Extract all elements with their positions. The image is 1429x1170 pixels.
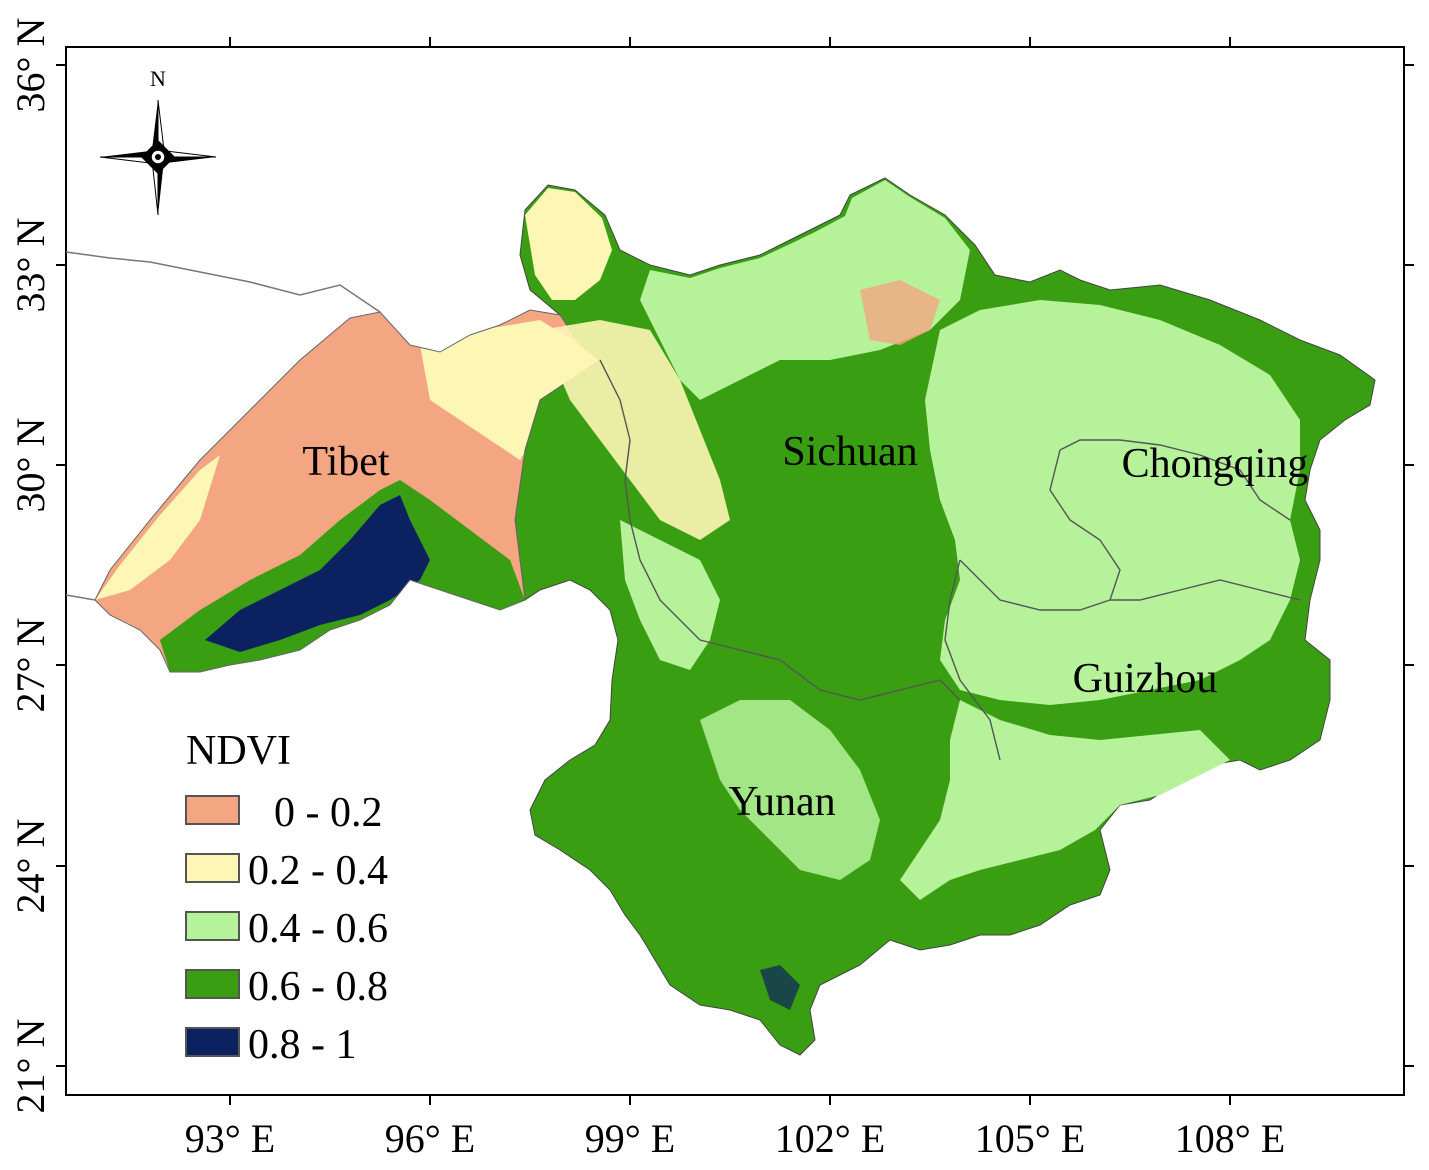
lat-label-27: 27° N [8,618,53,713]
border-line-north [65,251,381,313]
north-arrow: N [99,66,217,216]
north-arrow-label: N [150,66,166,91]
zone-sichuan-basin-light [925,300,1300,705]
legend: NDVI 0 - 0.2 0.2 - 0.4 0.4 - 0.6 0.6 - 0… [185,728,388,1068]
zone-mid-light [620,520,720,670]
legend-swatch-0.6-0.8 [185,969,240,999]
zone-west-sichuan-yellow-2 [540,320,730,540]
lon-label-99: 99° E [585,1116,675,1161]
legend-label-0.4-0.6: 0.4 - 0.6 [248,906,388,952]
region-label-sichuan: Sichuan [782,429,917,475]
legend-label-0-0.2: 0 - 0.2 [274,790,383,836]
lat-label-24: 24° N [8,819,53,914]
region-label-yunan: Yunan [728,779,835,825]
legend-label-0.2-0.4: 0.2 - 0.4 [248,848,388,894]
lon-label-102: 102° E [775,1116,885,1161]
lat-label-36: 36° N [8,18,53,113]
region-label-tibet: Tibet [302,439,389,485]
zone-yunan-patches-light [700,700,880,880]
region-label-chongqing: Chongqing [1122,441,1309,487]
zone-sichuan-pink [860,280,940,345]
map-frame [65,46,1405,1096]
zone-yunan-dark [760,965,800,1010]
region-label-guizhou: Guizhou [1073,656,1218,702]
lon-label-108: 108° E [1175,1116,1285,1161]
legend-label-0.6-0.8: 0.6 - 0.8 [248,964,388,1010]
lon-label-96: 96° E [385,1116,475,1161]
lat-label-33: 33° N [8,218,53,313]
zone-west-sichuan-yellow [525,188,612,300]
legend-title: NDVI [186,728,291,774]
legend-swatch-0.2-0.4 [185,853,240,883]
legend-swatch-0.8-1 [185,1027,240,1057]
legend-swatch-0-0.2 [185,795,240,825]
legend-swatch-0.4-0.6 [185,911,240,941]
border-line-west [65,594,96,601]
lat-label-30: 30° N [8,418,53,513]
region-tibet-outline [94,309,601,673]
axis-ticks [56,37,1414,1105]
zone-northern-sichuan-light [640,180,970,400]
lat-label-21: 21° N [8,1019,53,1114]
lon-label-105: 105° E [975,1116,1085,1161]
province-boundaries [599,359,1301,761]
legend-label-0.8-1: 0.8 - 1 [248,1022,357,1068]
zone-guizhou-light [900,700,1230,900]
lon-label-93: 93° E [185,1116,275,1161]
region-tibet-raster [95,310,600,672]
